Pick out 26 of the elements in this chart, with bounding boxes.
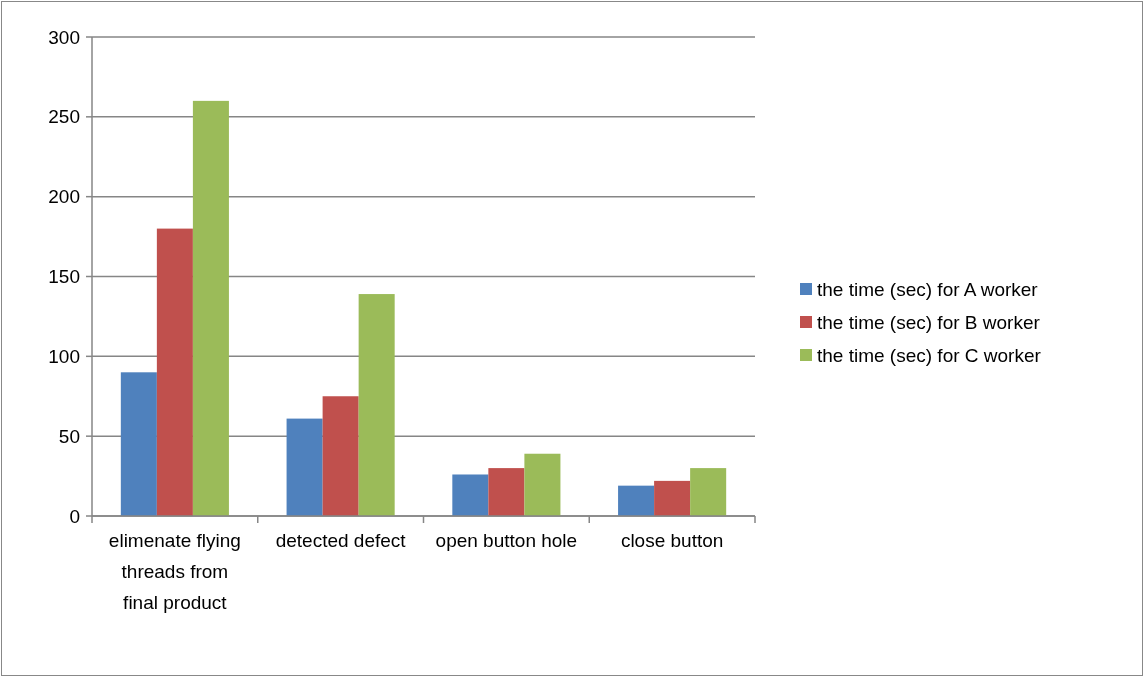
bar [358, 294, 395, 516]
legend-label: the time (sec) for B worker [817, 311, 1041, 333]
y-tick-label: 50 [58, 425, 80, 447]
x-tick-label: open button hole [435, 530, 578, 551]
bar [286, 418, 323, 516]
bar [618, 485, 655, 516]
y-tick-label: 100 [48, 345, 80, 367]
y-tick-label: 300 [48, 26, 80, 48]
y-tick-label: 250 [48, 106, 80, 128]
legend-label: the time (sec) for A worker [817, 278, 1039, 300]
x-tick-label: elimenate flying threads from final product [108, 530, 241, 613]
bar [322, 396, 359, 516]
bar [690, 468, 727, 516]
x-tick-label: close button [620, 530, 724, 551]
bar [192, 100, 229, 516]
legend-label: the time (sec) for C worker [817, 344, 1042, 366]
bar [452, 474, 489, 516]
bar [120, 372, 157, 516]
y-tick-label: 0 [69, 505, 80, 527]
y-tick-label: 200 [48, 186, 80, 208]
x-tick-label: detected defect [275, 530, 407, 551]
bar [654, 480, 691, 516]
y-tick-label: 150 [48, 266, 80, 288]
bar [488, 468, 525, 516]
bar [156, 228, 193, 516]
bar [524, 453, 561, 516]
